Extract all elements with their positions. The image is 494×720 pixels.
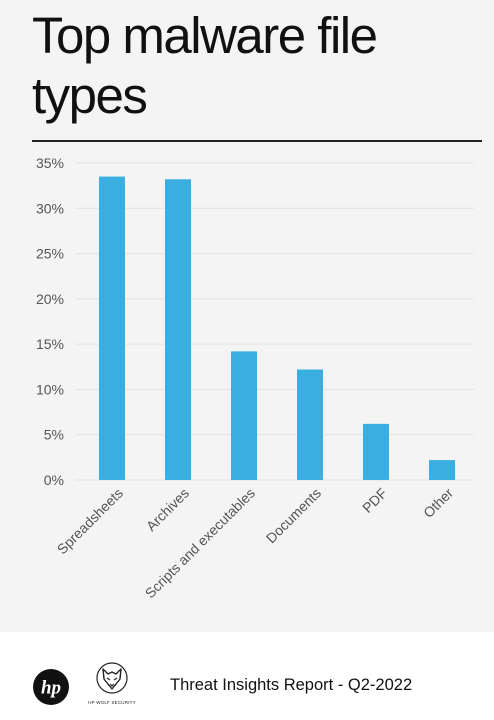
bar-chart: 0% 5% 10% 15% 20% 25% 30% 35% Spreadsheets Archi…: [36, 155, 474, 602]
x-tick-label: PDF: [359, 485, 390, 516]
x-tick-label: Scripts and executables: [142, 485, 258, 601]
y-tick-label: 10%: [36, 381, 64, 397]
bar-scripts-and-executables: [231, 351, 257, 480]
bar-pdf: [363, 423, 389, 480]
wolf-icon: [96, 662, 128, 694]
y-tick-label: 0%: [44, 472, 64, 488]
hp-logo-icon: hp: [33, 669, 69, 705]
wolf-security-text: HP WOLF SECURITY: [88, 700, 136, 705]
chart-grid: [75, 162, 474, 481]
bar-other: [429, 460, 455, 480]
y-tick-label: 5%: [44, 427, 64, 443]
x-tick-label: Spreadsheets: [54, 485, 126, 557]
y-tick-label: 15%: [36, 336, 64, 352]
y-tick-label: 25%: [36, 246, 64, 262]
bar-archives: [165, 179, 191, 480]
y-tick-label: 20%: [36, 291, 64, 307]
x-tick-label: Documents: [263, 485, 324, 546]
bar-documents: [297, 369, 323, 480]
chart-bars: [99, 176, 455, 481]
y-tick-label: 30%: [36, 200, 64, 216]
chart-panel: Top malware file types 0% 5% 10% 15% 20% 25% 3…: [0, 0, 494, 632]
page-title: Top malware file types: [32, 7, 378, 124]
x-tick-label: Archives: [143, 485, 192, 534]
y-tick-label: 35%: [36, 155, 64, 171]
x-tick-label: Other: [420, 485, 456, 521]
footer: hp HP WOLF SECURITY Threat Insights Repo…: [0, 632, 494, 720]
wolf-security-logo: HP WOLF SECURITY: [86, 662, 138, 705]
bar-spreadsheets: [99, 176, 125, 481]
title-divider: [32, 140, 482, 142]
y-axis-ticks: 0% 5% 10% 15% 20% 25% 30% 35%: [36, 155, 64, 488]
hp-logo-text: hp: [41, 678, 61, 699]
report-label: Threat Insights Report - Q2-2022: [170, 676, 413, 694]
